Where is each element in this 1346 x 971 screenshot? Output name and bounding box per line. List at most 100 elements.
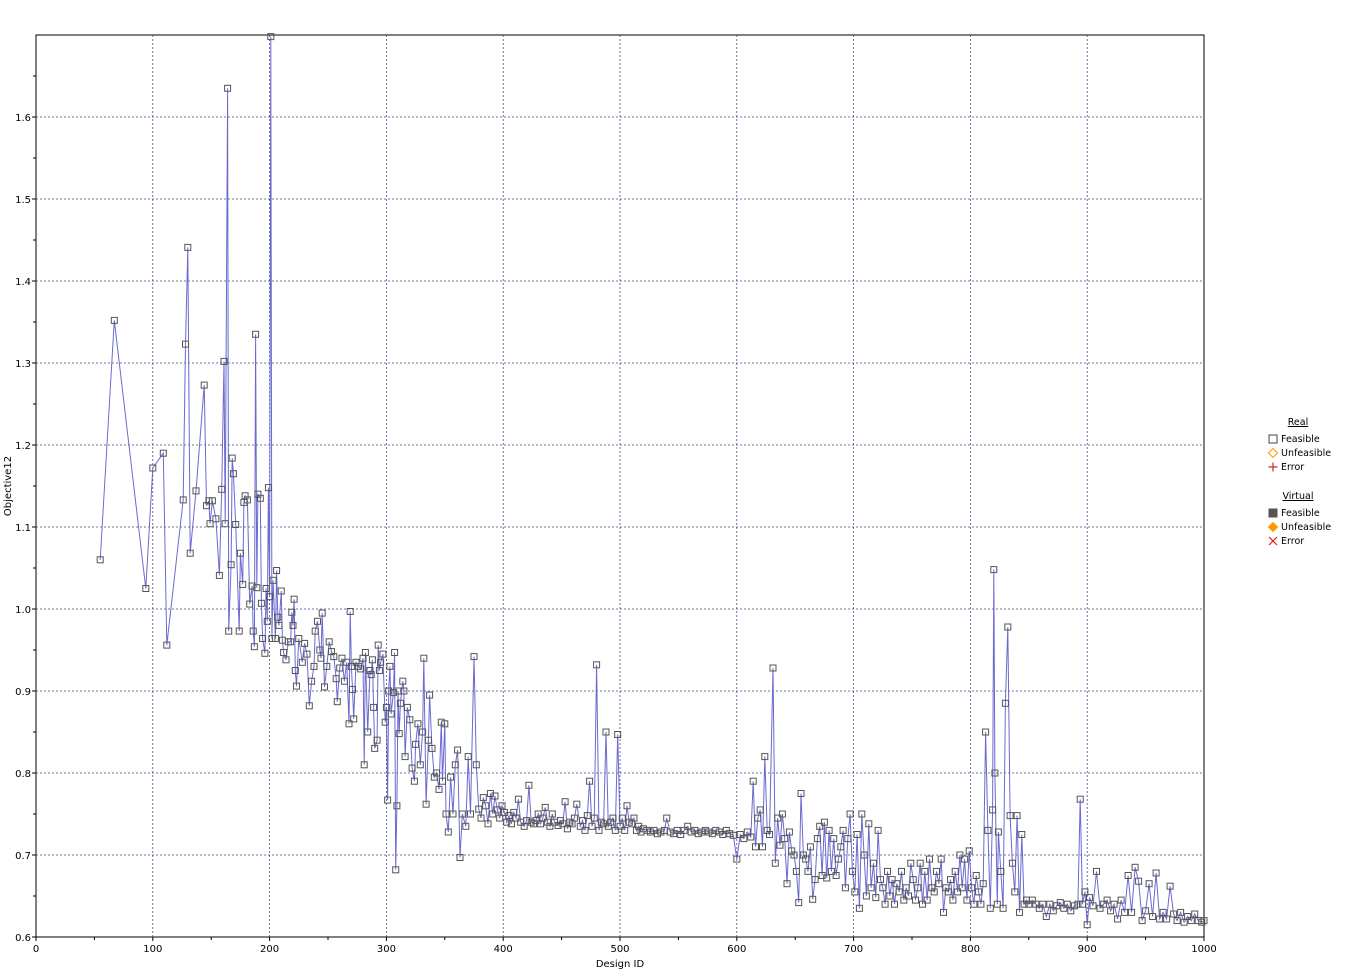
data-point: [830, 835, 838, 843]
square-open-icon: [1266, 432, 1280, 446]
data-point: [997, 867, 1005, 875]
data-point: [548, 810, 556, 818]
data-point: [909, 876, 917, 884]
data-point: [179, 496, 187, 504]
data-point: [632, 826, 640, 834]
legend-item-virtual-error: Error: [1266, 534, 1346, 548]
legend-title-virtual: Virtual: [1282, 491, 1314, 502]
legend-group-real: Real Feasible Unfeasible Error: [1266, 416, 1346, 474]
data-point: [621, 826, 629, 834]
data-point: [1142, 907, 1150, 915]
data-point: [1083, 921, 1091, 929]
legend-label: Feasible: [1281, 507, 1320, 519]
data-point: [942, 884, 950, 892]
data-point: [914, 884, 922, 892]
y-tick-label: 1.2: [15, 441, 31, 452]
data-point: [200, 381, 208, 389]
data-point: [352, 658, 360, 666]
data-point: [203, 502, 210, 510]
data-point: [243, 496, 251, 504]
data-point: [769, 664, 777, 672]
data-point: [489, 810, 497, 818]
data-point: [266, 593, 274, 601]
data-point: [384, 796, 392, 804]
data-point: [625, 818, 633, 826]
data-point: [377, 658, 385, 666]
data-point: [229, 470, 237, 478]
data-point: [248, 582, 256, 590]
data-point: [184, 243, 192, 251]
data-point: [389, 689, 397, 697]
data-point: [832, 872, 840, 879]
data-point: [544, 818, 552, 826]
data-point: [984, 826, 992, 834]
data-point: [595, 826, 603, 834]
data-point: [1156, 915, 1164, 923]
data-point: [467, 810, 474, 818]
data-point: [475, 805, 483, 813]
data-point: [444, 828, 452, 836]
data-point: [872, 894, 880, 902]
data-point: [374, 641, 382, 649]
data-point: [541, 803, 549, 811]
data-point: [729, 831, 737, 839]
data-point: [926, 855, 933, 863]
data-point: [972, 872, 980, 879]
data-point: [761, 753, 769, 761]
x-tick-label: 400: [494, 944, 513, 955]
data-point: [491, 792, 499, 800]
data-point: [837, 843, 845, 851]
data-point: [1145, 880, 1153, 888]
data-point: [1004, 623, 1012, 631]
data-point: [559, 820, 567, 828]
data-point: [449, 810, 457, 818]
legend-title-real: Real: [1287, 417, 1309, 428]
data-point: [834, 855, 842, 863]
data-point: [858, 810, 866, 818]
data-point: [345, 720, 353, 728]
data-point: [961, 855, 969, 863]
data-point: [422, 800, 430, 808]
data-point: [546, 822, 554, 830]
data-point: [1170, 910, 1178, 918]
data-point: [781, 835, 789, 843]
data-point: [895, 888, 903, 896]
data-point: [366, 667, 374, 674]
data-point: [752, 843, 759, 851]
data-point: [424, 736, 432, 744]
data-point: [1200, 917, 1208, 925]
data-point: [301, 639, 309, 647]
data-point: [1152, 869, 1160, 877]
data-point: [391, 649, 399, 656]
data-point: [597, 818, 605, 826]
data-point: [593, 661, 601, 669]
data-point: [573, 800, 581, 808]
data-point: [792, 867, 800, 875]
data-point: [1114, 915, 1122, 923]
data-point: [616, 822, 624, 830]
data-point: [749, 777, 757, 785]
data-point: [212, 515, 220, 523]
data-point: [311, 627, 319, 635]
data-point: [877, 876, 884, 884]
data-point: [919, 900, 926, 908]
x-tick-label: 700: [844, 944, 863, 955]
cross-icon: [1266, 534, 1280, 548]
data-point: [1079, 900, 1086, 908]
data-point: [870, 859, 877, 867]
data-point: [464, 753, 472, 761]
data-point: [1187, 917, 1195, 925]
y-tick-label: 1.3: [15, 359, 31, 370]
x-tick-label: 500: [610, 944, 629, 955]
data-point: [570, 814, 578, 822]
data-point: [797, 790, 805, 797]
data-point: [192, 487, 200, 495]
data-point: [623, 802, 631, 810]
data-point: [496, 814, 504, 822]
data-point: [338, 654, 346, 662]
data-point: [1076, 795, 1084, 803]
data-point: [1006, 812, 1014, 820]
data-point: [860, 851, 868, 859]
data-point: [886, 892, 894, 900]
data-point: [630, 814, 638, 822]
